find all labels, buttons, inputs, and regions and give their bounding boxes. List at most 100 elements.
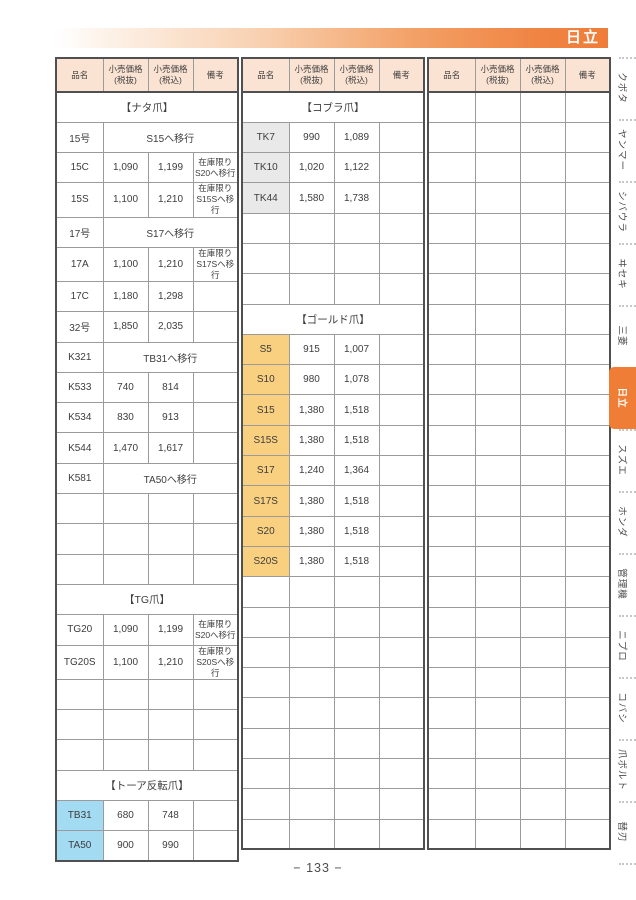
empty-cell	[288, 242, 335, 275]
column-header-1: 小売価格 (税抜)	[474, 57, 521, 93]
empty-cell	[288, 576, 335, 608]
empty-cell	[564, 91, 611, 123]
empty-cell	[474, 91, 521, 123]
empty-cell	[378, 758, 425, 790]
empty-cell	[519, 424, 566, 457]
section-row: 【TG爪】	[55, 583, 239, 616]
tab-separator	[619, 677, 636, 679]
empty-cell	[519, 515, 566, 547]
table-row: K533 740 814	[55, 371, 239, 404]
empty-row	[241, 727, 425, 760]
brand-title: 日立	[565, 29, 600, 46]
empty-cell	[427, 758, 476, 790]
price-ex-tax-cell: 1,020	[288, 152, 335, 184]
empty-cell	[241, 606, 290, 638]
sidebar-tab-2[interactable]: ヤンマー	[609, 119, 636, 181]
sidebar-tab-4[interactable]: ヰセキ	[609, 243, 636, 305]
empty-cell	[474, 212, 521, 244]
empty-cell	[519, 758, 566, 790]
empty-row	[55, 493, 239, 525]
empty-cell	[564, 333, 611, 366]
empty-row	[427, 364, 611, 396]
price-inc-tax-cell: 1,210	[147, 182, 194, 218]
product-name-cell: S20S	[241, 545, 290, 578]
empty-row	[427, 242, 611, 275]
empty-cell	[192, 523, 239, 555]
empty-cell	[288, 697, 335, 729]
empty-cell	[333, 727, 380, 760]
sidebar-tab-label: コバシ	[615, 692, 627, 724]
empty-cell	[564, 606, 611, 638]
price-inc-tax-cell: 1,518	[333, 485, 380, 517]
empty-cell	[147, 553, 194, 585]
sidebar-tab-label: ヤンマー	[615, 128, 627, 172]
price-inc-tax-cell: 1,617	[147, 432, 194, 464]
column-header-1: 小売価格 (税抜)	[288, 57, 335, 93]
empty-cell	[55, 739, 104, 771]
empty-cell	[427, 606, 476, 638]
table-row: TK7 990 1,089	[241, 121, 425, 154]
empty-cell	[564, 182, 611, 214]
section-header-cell: 【ナタ爪】	[55, 91, 239, 123]
sidebar-tab-6[interactable]: 日立	[609, 367, 636, 429]
empty-row	[241, 636, 425, 669]
table-row: K544 1,470 1,617	[55, 432, 239, 464]
empty-cell	[333, 273, 380, 305]
empty-cell	[564, 697, 611, 729]
empty-cell	[241, 576, 290, 608]
empty-cell	[378, 818, 425, 850]
sidebar-tab-1[interactable]: クボタ	[609, 57, 636, 119]
sidebar-tab-3[interactable]: シバウラ	[609, 181, 636, 243]
empty-cell	[102, 708, 149, 741]
empty-cell	[519, 121, 566, 154]
sidebar-tab-7[interactable]: スズエ	[609, 429, 636, 491]
sidebar-tab-13[interactable]: 替刃	[609, 801, 636, 863]
price-table-left: 品名 小売価格 (税抜) 小売価格 (税込) 備考 【ナタ爪】 15号 S15へ移行 15C 1…	[55, 57, 239, 862]
sidebar-tab-8[interactable]: ホンダ	[609, 491, 636, 553]
tab-separator	[619, 553, 636, 555]
empty-cell	[564, 242, 611, 275]
note-cell	[378, 424, 425, 457]
sidebar-tab-5[interactable]: 三菱	[609, 305, 636, 367]
table-row: K534 830 913	[55, 402, 239, 434]
empty-cell	[427, 242, 476, 275]
sidebar-tab-11[interactable]: コバシ	[609, 677, 636, 739]
sidebar-tab-12[interactable]: 爪ボルト	[609, 739, 636, 801]
empty-cell	[564, 727, 611, 760]
empty-cell	[288, 273, 335, 305]
empty-cell	[333, 697, 380, 729]
sidebar-tab-10[interactable]: ニプロ	[609, 615, 636, 677]
table-row: 17C 1,180 1,298	[55, 280, 239, 313]
empty-cell	[427, 576, 476, 608]
empty-cell	[427, 333, 476, 366]
empty-cell	[474, 788, 521, 820]
merged-note-cell: TB31へ移行	[102, 341, 239, 373]
empty-cell	[519, 545, 566, 578]
empty-cell	[147, 739, 194, 771]
empty-cell	[564, 303, 611, 335]
empty-cell	[378, 636, 425, 669]
price-inc-tax-cell: 1,007	[333, 333, 380, 366]
empty-cell	[519, 697, 566, 729]
empty-cell	[333, 576, 380, 608]
empty-cell	[55, 708, 104, 741]
empty-cell	[378, 212, 425, 244]
empty-cell	[474, 485, 521, 517]
empty-cell	[102, 553, 149, 585]
sidebar-tab-9[interactable]: 管理機	[609, 553, 636, 615]
empty-cell	[378, 606, 425, 638]
price-inc-tax-cell: 1,089	[333, 121, 380, 154]
empty-row	[427, 121, 611, 154]
price-table-right: 品名 小売価格 (税抜) 小売価格 (税込) 備考	[427, 57, 611, 851]
price-inc-tax-cell: 1,210	[147, 246, 194, 282]
empty-cell	[241, 818, 290, 850]
empty-row	[427, 333, 611, 366]
empty-row	[241, 606, 425, 638]
empty-row	[427, 606, 611, 638]
note-cell: 在庫限り S15Sへ移行	[192, 182, 239, 218]
price-inc-tax-cell: 990	[147, 830, 194, 862]
empty-cell	[427, 515, 476, 547]
empty-cell	[564, 788, 611, 820]
tab-separator	[619, 739, 636, 741]
empty-cell	[564, 424, 611, 457]
